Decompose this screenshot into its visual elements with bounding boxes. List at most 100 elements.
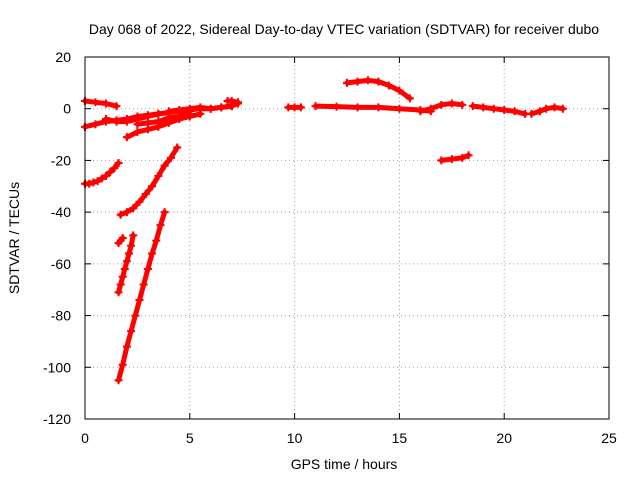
data-point	[152, 236, 161, 245]
data-point	[173, 143, 182, 152]
data-point	[535, 107, 544, 116]
y-tick-label: -120	[43, 411, 71, 427]
series-arc-12	[114, 208, 169, 385]
data-point	[395, 104, 404, 113]
axis-ticks: 0 5 10 15 20 25 -120 -100 -80 -60 -40 -20 0 20	[43, 49, 617, 446]
data-point	[217, 103, 226, 112]
series-arc-13	[284, 103, 305, 112]
data-point	[416, 107, 425, 116]
data-point	[122, 133, 131, 142]
data-point	[110, 164, 119, 173]
data-point	[112, 117, 121, 126]
data-point	[89, 178, 98, 187]
series-line	[118, 145, 180, 218]
data-point	[206, 104, 215, 113]
series-line	[82, 98, 119, 109]
y-axis-label: SDTVAR / TECUs	[6, 182, 22, 294]
data-point	[343, 78, 351, 87]
data-point	[479, 103, 488, 112]
data-point	[437, 156, 446, 165]
data-point	[120, 265, 129, 274]
data-point	[374, 77, 383, 86]
data-series	[81, 76, 567, 385]
data-point	[384, 81, 393, 90]
data-point	[156, 221, 165, 230]
data-point	[311, 102, 320, 111]
series-arc-18	[468, 102, 530, 118]
data-point	[85, 179, 94, 188]
data-point	[353, 103, 362, 112]
data-point	[558, 104, 567, 113]
x-tick-label: 20	[496, 430, 512, 446]
data-point	[527, 109, 536, 118]
data-point	[160, 161, 169, 170]
data-point	[437, 100, 446, 109]
data-point	[510, 107, 519, 116]
data-point	[112, 102, 121, 111]
y-tick-label: -40	[51, 204, 71, 220]
x-tick-label: 25	[601, 430, 617, 446]
data-point	[332, 102, 341, 111]
data-point	[154, 109, 163, 118]
data-point	[166, 153, 175, 162]
data-point	[160, 208, 169, 217]
data-point	[118, 360, 127, 369]
data-point	[447, 99, 456, 108]
data-point	[139, 280, 148, 289]
data-point	[542, 104, 551, 113]
data-point	[426, 104, 435, 113]
data-point	[122, 257, 131, 266]
series-arc-7	[223, 96, 243, 107]
data-point	[148, 182, 157, 191]
data-point	[101, 171, 110, 180]
data-point	[131, 311, 140, 320]
data-point	[135, 296, 144, 305]
data-point	[141, 190, 150, 199]
y-tick-label: 20	[55, 49, 71, 65]
data-point	[106, 168, 115, 177]
data-point	[97, 174, 106, 183]
data-point	[93, 177, 102, 186]
y-tick-label: -100	[43, 359, 71, 375]
series-line	[438, 152, 472, 163]
data-point	[143, 265, 152, 274]
data-point	[154, 171, 163, 180]
series-arc-16	[416, 99, 467, 116]
plot-frame	[84, 56, 610, 420]
x-axis-label: GPS time / hours	[291, 456, 398, 472]
data-point	[468, 102, 477, 111]
data-point	[129, 231, 138, 240]
data-point	[114, 376, 123, 385]
y-tick-label: 0	[63, 101, 71, 117]
data-point	[353, 77, 362, 86]
data-point	[125, 249, 134, 258]
data-point	[122, 342, 131, 351]
data-point	[127, 241, 136, 250]
data-point	[118, 234, 127, 242]
data-point	[550, 103, 559, 112]
series-arc-1	[81, 96, 121, 111]
data-point	[234, 98, 243, 107]
data-point	[101, 115, 110, 124]
data-point	[395, 86, 404, 95]
series-arc-11	[114, 234, 127, 248]
data-point	[91, 120, 100, 129]
chart-title: Day 068 of 2022, Sidereal Day-to-day VTE…	[89, 21, 599, 37]
data-point	[135, 197, 144, 206]
data-point	[114, 288, 123, 297]
data-point	[133, 120, 142, 129]
data-point	[122, 208, 131, 217]
data-point	[143, 118, 152, 127]
x-tick-label: 5	[186, 430, 194, 446]
data-point	[296, 103, 305, 112]
data-point	[133, 127, 142, 136]
data-point	[458, 100, 467, 109]
y-tick-label: -60	[51, 256, 71, 272]
data-point	[405, 94, 414, 103]
data-point	[447, 155, 456, 164]
x-tick-label: 10	[287, 430, 303, 446]
data-point	[122, 117, 131, 126]
data-point	[118, 272, 127, 281]
data-point	[129, 204, 138, 213]
